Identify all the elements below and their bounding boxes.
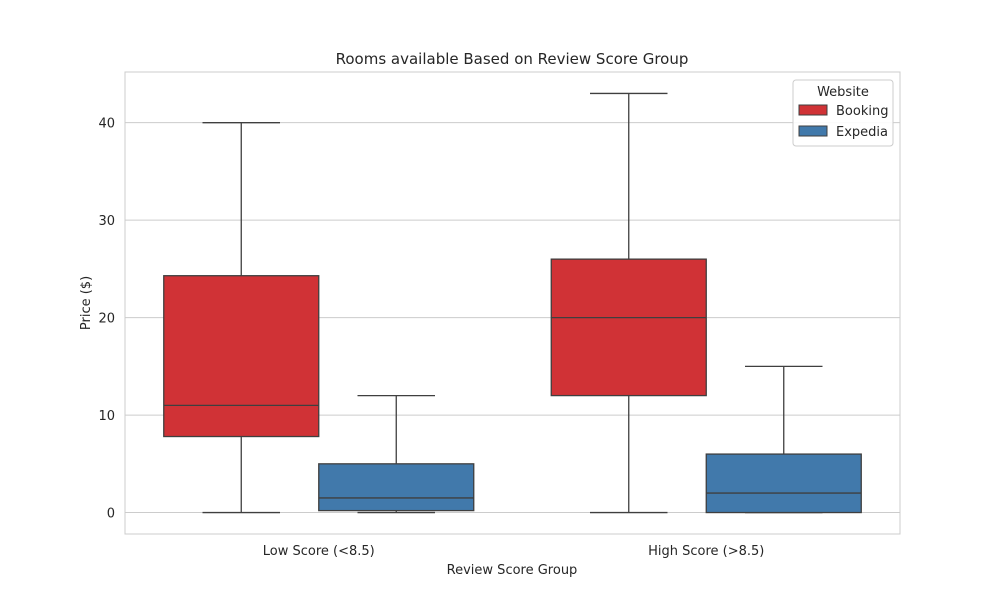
- legend-swatch-expedia: [798, 125, 828, 137]
- chart-title: Rooms available Based on Review Score Gr…: [336, 50, 689, 68]
- box-booking: [550, 92, 707, 514]
- box-expedia: [318, 394, 475, 514]
- legend-swatch-booking: [798, 104, 828, 116]
- legend-title: Website: [817, 85, 869, 100]
- legend-label-expedia: Expedia: [836, 125, 888, 140]
- x-axis-label: Review Score Group: [447, 563, 578, 578]
- iqr-box: [550, 258, 707, 397]
- x-tick-label: High Score (>8.5): [648, 544, 764, 559]
- box-expedia: [705, 365, 862, 514]
- legend: Website Booking Expedia: [792, 79, 894, 147]
- series-expedia: [318, 365, 862, 514]
- y-tick-label: 0: [107, 507, 115, 522]
- box-series: [163, 92, 862, 514]
- x-tick-labels: Low Score (<8.5) High Score (>8.5): [263, 544, 765, 559]
- y-axis-label: Price ($): [79, 276, 94, 330]
- y-tick-labels: 0 10 20 30 40: [98, 117, 115, 522]
- y-tick-label: 40: [98, 117, 115, 132]
- x-tick-label: Low Score (<8.5): [263, 544, 375, 559]
- box-booking: [163, 122, 320, 514]
- iqr-box: [705, 453, 862, 514]
- y-tick-label: 20: [98, 312, 115, 327]
- y-tick-label: 30: [98, 214, 115, 229]
- legend-label-booking: Booking: [836, 104, 888, 119]
- iqr-box: [163, 275, 320, 438]
- iqr-box: [318, 463, 475, 512]
- series-booking: [163, 92, 707, 514]
- y-tick-label: 10: [98, 409, 115, 424]
